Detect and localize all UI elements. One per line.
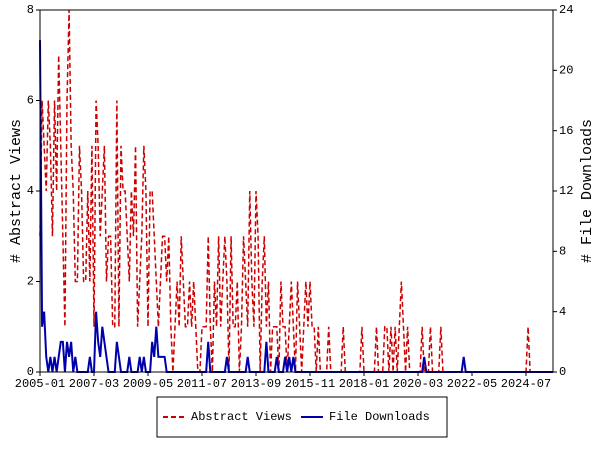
y2-axis-label: # File Downloads [579,119,596,263]
x-tick-label: 2022-05 [447,377,497,391]
x-tick-label: 2005-01 [15,377,65,391]
plot-border [39,9,554,373]
x-tick-label: 2013-09 [231,377,281,391]
y2-tick-label: 4 [559,305,566,319]
x-tick-label: 2024-07 [501,377,551,391]
y-axis-label: # Abstract Views [8,119,25,263]
x-tick-label: 2007-03 [69,377,119,391]
x-tick-label: 2015-11 [285,377,335,391]
x-tick-label: 2018-01 [339,377,389,391]
x-tick-label: 2009-05 [123,377,173,391]
y2-tick-label: 20 [559,64,573,78]
y2-tick-label: 0 [559,365,566,379]
series-line [39,9,553,373]
x-tick-label: 2020-03 [393,377,443,391]
y2-tick-label: 8 [559,245,566,259]
y-tick-label: 6 [27,94,34,108]
y-tick-label: 0 [27,365,34,379]
y2-tick-label: 12 [559,184,573,198]
y-tick-label: 4 [27,184,34,198]
y2-tick-label: 16 [559,124,573,138]
legend-label: Abstract Views [191,410,292,424]
x-tick-label: 2011-07 [177,377,227,391]
series-line [39,40,553,373]
legend-label: File Downloads [329,410,430,424]
legend-box [156,396,448,438]
y-tick-label: 2 [27,275,34,289]
y2-tick-label: 24 [559,3,573,17]
y-tick-label: 8 [27,3,34,17]
